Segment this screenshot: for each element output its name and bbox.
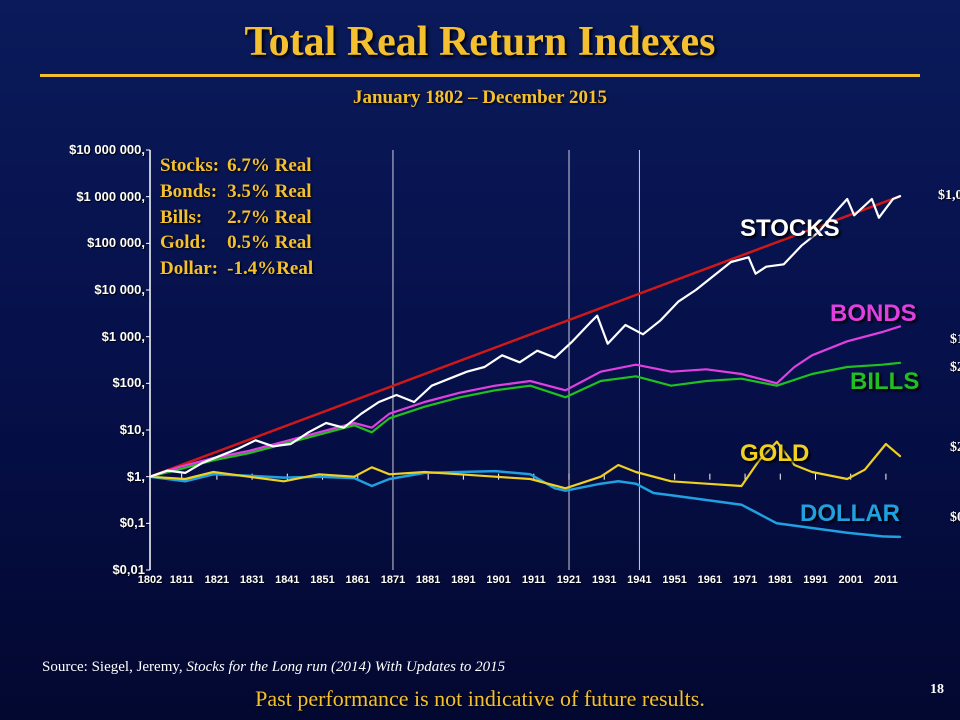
x-tick-label: 1961: [698, 574, 722, 586]
return-label: Stocks:: [160, 154, 225, 178]
return-value: 6.7% Real: [227, 154, 319, 178]
page-number: 18: [930, 682, 944, 698]
y-axis-labels: $0,01$0,1$1,$10,$100,$1 000,$10 000,$100…: [40, 140, 145, 570]
y-tick-label: $10,: [120, 422, 145, 437]
x-tick-label: 1802: [138, 574, 162, 586]
source-title: Stocks for the Long run (2014) With Upda…: [186, 659, 505, 675]
series-label-stocks: STOCKS: [740, 215, 840, 243]
x-tick-label: 1841: [275, 574, 299, 586]
x-tick-label: 1831: [240, 574, 264, 586]
y-tick-label: $0,1: [120, 515, 145, 530]
series-label-gold: GOLD: [740, 440, 809, 468]
end-value-bills: $273: [950, 360, 960, 376]
y-tick-label: $10 000 000,: [69, 142, 145, 157]
end-value-bonds: $1659: [950, 332, 960, 348]
x-tick-label: 1901: [486, 574, 510, 586]
return-value: -1.4%Real: [227, 257, 319, 281]
x-tick-label: 1891: [451, 574, 475, 586]
y-tick-label: $1,: [127, 469, 145, 484]
end-value-gold: $2.77: [950, 440, 960, 456]
source-citation: Source: Siegel, Jeremy, Stocks for the L…: [42, 659, 505, 676]
return-label: Gold:: [160, 231, 225, 255]
x-tick-label: 1821: [205, 574, 229, 586]
y-tick-label: $1 000,: [102, 329, 145, 344]
subtitle: January 1802 – December 2015: [0, 87, 960, 109]
series-label-bonds: BONDS: [830, 300, 917, 328]
x-tick-label: 2001: [838, 574, 862, 586]
return-label: Bonds:: [160, 180, 225, 204]
return-value: 0.5% Real: [227, 231, 319, 255]
x-axis-labels: 1802181118211831184118511861187118811891…: [150, 570, 900, 586]
source-prefix: Source: Siegel, Jeremy,: [42, 659, 186, 675]
return-value: 3.5% Real: [227, 180, 319, 204]
x-tick-label: 1921: [557, 574, 581, 586]
end-value-stocks: $1,029,045: [938, 188, 960, 204]
disclaimer-text: Past performance is not indicative of fu…: [0, 686, 960, 712]
x-tick-label: 1861: [345, 574, 369, 586]
x-tick-label: 1931: [592, 574, 616, 586]
return-value: 2.7% Real: [227, 206, 319, 230]
x-tick-label: 1951: [662, 574, 686, 586]
x-tick-label: 1981: [768, 574, 792, 586]
returns-summary: Stocks:6.7% RealBonds:3.5% RealBills:2.7…: [158, 152, 321, 283]
x-tick-label: 1881: [416, 574, 440, 586]
series-label-bills: BILLS: [850, 368, 919, 396]
title-underline: [40, 74, 920, 77]
x-tick-label: 1971: [733, 574, 757, 586]
return-label: Dollar:: [160, 257, 225, 281]
x-tick-label: 1851: [310, 574, 334, 586]
x-tick-label: 1991: [803, 574, 827, 586]
x-tick-label: 1811: [170, 574, 194, 586]
y-tick-label: $100 000,: [87, 235, 145, 250]
x-tick-label: 1941: [627, 574, 651, 586]
series-label-dollar: DOLLAR: [800, 500, 900, 528]
x-tick-label: 1871: [381, 574, 405, 586]
series-dollar: [150, 471, 900, 537]
y-tick-label: $100,: [112, 375, 145, 390]
y-tick-label: $10 000,: [94, 282, 145, 297]
x-tick-label: 2011: [874, 574, 898, 586]
x-tick-label: 1911: [522, 574, 546, 586]
return-label: Bills:: [160, 206, 225, 230]
page-title: Total Real Return Indexes: [0, 0, 960, 66]
y-tick-label: $1 000 000,: [76, 189, 145, 204]
end-value-dollar: $0.051: [950, 510, 960, 526]
